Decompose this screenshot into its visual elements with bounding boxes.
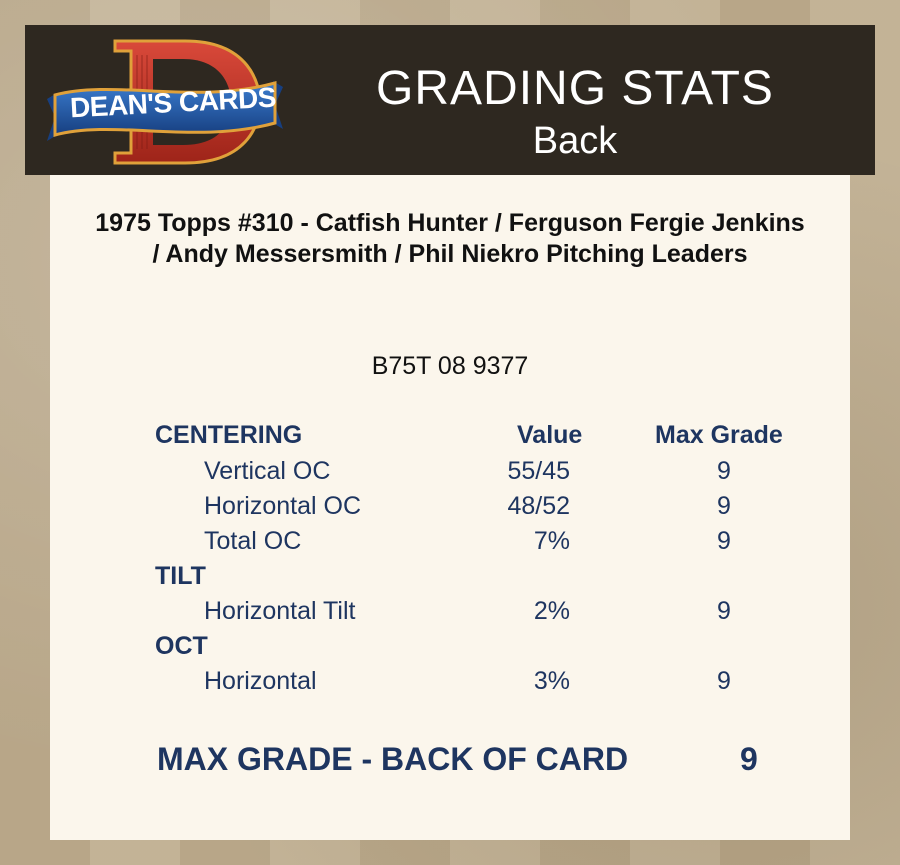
row-max-grade: 9 [717, 492, 731, 520]
max-grade-summary-value: 9 [740, 741, 758, 777]
deans-cards-logo [47, 39, 283, 165]
stats-panel: 1975 Topps #310 - Catfish Hunter / Fergu… [50, 175, 850, 840]
row-label: Horizontal Tilt [204, 597, 356, 625]
column-header-max-grade: Max Grade [655, 421, 783, 449]
row-value: 2% [533, 597, 570, 625]
row-max-grade: 9 [717, 457, 731, 485]
card-title: 1975 Topps #310 - Catfish Hunter / Fergu… [95, 209, 805, 268]
row-value: 48/52 [507, 492, 570, 520]
section-heading-oct: OCT [155, 632, 208, 660]
row-label: Total OC [204, 527, 302, 555]
header-banner: DEAN'S CARDS GRADING STATS Back [25, 25, 875, 175]
cert-number: B75T 08 9377 [371, 352, 529, 380]
section-heading-tilt: TILT [155, 562, 206, 590]
row-value: 7% [533, 527, 570, 555]
row-label: Horizontal OC [204, 492, 361, 520]
section-heading-centering: CENTERING [155, 421, 303, 449]
page-subtitle: Back [532, 120, 618, 162]
row-label: Vertical OC [204, 457, 331, 485]
row-max-grade: 9 [717, 527, 731, 555]
page-title: GRADING STATS [376, 62, 774, 115]
row-label: Horizontal [204, 667, 317, 695]
row-value: 55/45 [507, 457, 570, 485]
column-header-value: Value [517, 421, 583, 449]
row-max-grade: 9 [717, 667, 731, 695]
row-max-grade: 9 [717, 597, 731, 625]
max-grade-summary-label: MAX GRADE - BACK OF CARD [157, 741, 629, 777]
row-value: 3% [533, 667, 570, 695]
